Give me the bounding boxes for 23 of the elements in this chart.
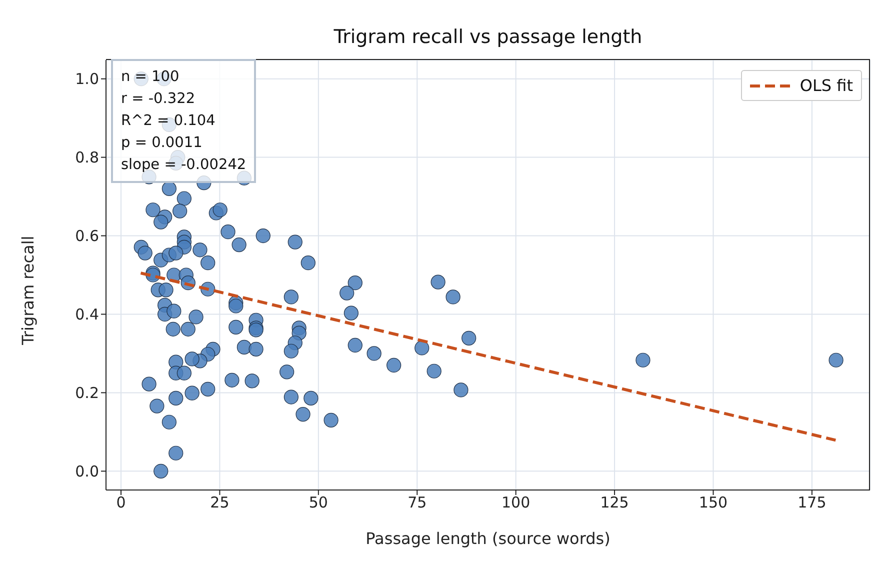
annotation: slope = -0.00242	[121, 156, 246, 175]
annotation: R^2 = 0.104	[121, 112, 216, 131]
x-tick-label: 175	[798, 494, 826, 512]
x-tick-label: 150	[698, 494, 728, 512]
y-tick-label: 0.4	[75, 306, 99, 324]
x-tick-label: 125	[600, 494, 629, 512]
y-axis-title: Trigram recall	[18, 236, 38, 346]
y-tick-label: 0.2	[75, 384, 99, 402]
x-tick-label: 100	[502, 494, 530, 512]
x-tick-label: 50	[308, 494, 328, 512]
y-tick-label: 0.0	[75, 462, 99, 480]
legend-label: OLS fit	[800, 76, 853, 95]
x-tick-label: 75	[408, 494, 427, 512]
y-tick-label: 0.6	[75, 227, 99, 246]
annotation: r = -0.322	[121, 90, 196, 109]
chart-title: Trigram recall vs passage length	[332, 26, 644, 48]
y-tick-label: 1.0	[75, 70, 99, 88]
x-tick-label: 25	[210, 494, 230, 512]
x-axis-title: Passage length (source words)	[366, 529, 610, 548]
y-tick-label: 0.8	[75, 148, 99, 167]
annotation: p = 0.0011	[121, 134, 204, 153]
x-tick-label: 0	[116, 494, 126, 512]
annotation: n = 100	[121, 68, 180, 87]
